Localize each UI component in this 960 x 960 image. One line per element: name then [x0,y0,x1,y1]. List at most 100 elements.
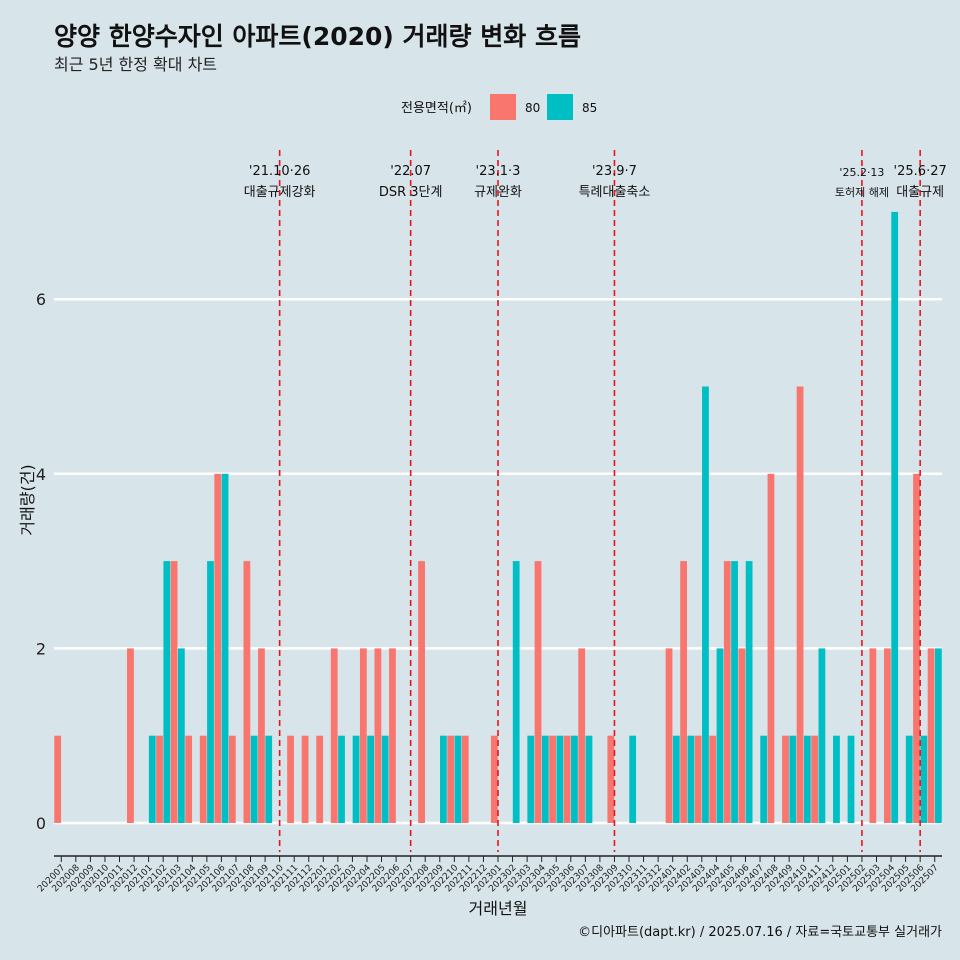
bar-80-202306 [563,735,571,823]
bar-85-202404 [716,648,724,823]
bar-85-202507 [934,648,942,823]
bar-80-202403 [694,735,702,823]
bar-80-202012 [127,648,134,823]
bar-80-202404 [709,735,717,823]
bar-80-202106 [214,473,222,823]
bar-80-202112 [301,735,309,823]
y-tick-label: 0 [36,814,46,833]
bar-80-202104 [185,735,193,823]
event-date: '25.2·13 [839,166,884,179]
bar-80-202307 [578,648,586,823]
legend-label-80: 80 [525,101,540,115]
bar-80-202007 [54,735,62,823]
bar-80-202406 [738,648,746,823]
bar-80-202102 [156,735,163,823]
event-label: 규제완화 [474,185,522,200]
bar-85-202102 [163,561,171,823]
bar-80-202107 [228,735,236,823]
bar-85-202210 [454,735,462,823]
legend-key-80 [490,94,516,120]
bar-85-202506 [920,735,928,823]
bar-80-202111 [287,735,294,823]
event-label: 특례대출축소 [579,185,651,200]
y-tick-label: 4 [36,465,46,484]
bar-85-202411 [818,648,826,823]
bar-80-202309 [607,735,615,823]
bar-85-202412 [833,735,840,823]
event-label: DSR 3단계 [379,185,443,200]
bar-85-202106 [221,473,229,823]
y-tick-label: 2 [36,639,46,658]
bar-85-202101 [148,735,156,823]
bar-80-202206 [389,648,396,823]
bar-80-202202 [330,648,338,823]
chart-subtitle: 최근 5년 한정 확대 차트 [54,55,217,74]
event-label: 토허제 해제 [835,185,889,199]
bar-80-202205 [374,648,382,823]
bar-80-202405 [723,561,731,823]
bar-85-202302 [512,561,520,823]
legend-key-85 [547,94,573,120]
bar-85-202402 [687,735,695,823]
event-label: 대출규제강화 [244,185,316,200]
bar-85-202410 [803,735,811,823]
event-date: '25.6·27 [894,164,947,179]
legend: 전용면적(㎡) 80 85 [401,94,597,120]
bar-80-202503 [869,648,877,823]
bar-85-202405 [731,561,738,823]
bar-80-202301 [490,735,498,823]
bar-80-202105 [199,735,207,823]
bar-85-202303 [527,735,535,823]
bar-85-202504 [891,211,899,823]
bar-85-202304 [541,735,549,823]
bar-85-202403 [702,386,709,823]
bar-85-202108 [250,735,258,823]
bar-85-202105 [207,561,214,823]
event-markers: '21.10·26 대출규제강화 '22.07 DSR 3단계 '23.1·3 규제완화 '… [244,150,947,852]
bar-80-202109 [258,648,265,823]
y-axis: 0 2 4 6 [36,290,46,833]
bar-80-202108 [243,561,251,823]
bar-80-202210 [447,735,455,823]
y-axis-label: 거래량(건) [18,464,37,535]
bar-80-202504 [884,648,891,823]
bar-85-202409 [789,735,797,823]
bar-80-202211 [461,735,469,823]
bar-85-202307 [585,735,593,823]
bar-80-202410 [796,386,804,823]
bar-85-202401 [672,735,680,823]
chart-title: 양양 한양수자인 아파트(2020) 거래량 변화 흐름 [54,22,581,51]
bar-85-202109 [265,735,273,823]
bar-80-202305 [549,735,556,823]
bars [54,211,942,823]
bar-80-202507 [927,648,935,823]
bar-80-202402 [680,561,687,823]
bar-80-202506 [913,473,920,823]
bar-85-202406 [745,561,753,823]
bar-85-202306 [571,735,578,823]
bar-85-202204 [367,735,375,823]
bar-80-202201 [316,735,324,823]
x-axis-label: 거래년월 [469,899,528,918]
bar-80-202408 [767,473,775,823]
bar-80-202411 [811,735,819,823]
caption: ©디아파트(dapt.kr) / 2025.07.16 / 자료=국토교통부 실… [578,925,942,940]
bar-80-202204 [359,648,367,823]
bar-85-202103 [177,648,185,823]
bar-80-202409 [782,735,789,823]
bar-85-202203 [352,735,360,823]
bar-80-202304 [534,561,542,823]
bar-85-202205 [381,735,389,823]
bar-85-202505 [905,735,913,823]
bar-85-202501 [847,735,855,823]
bar-85-202305 [556,735,564,823]
bar-85-202407 [760,735,768,823]
event-date: '23.9·7 [592,164,637,179]
event-date: '21.10·26 [249,164,310,179]
bar-80-202208 [418,561,425,823]
legend-title: 전용면적(㎡) [401,101,472,116]
bar-80-202401 [665,648,673,823]
bar-85-202202 [338,735,345,823]
event-date: '22.07 [390,164,431,179]
